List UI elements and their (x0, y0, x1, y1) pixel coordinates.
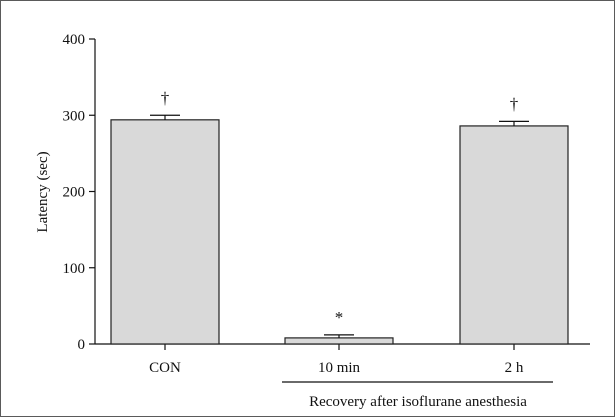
y-axis-title: Latency (sec) (35, 151, 51, 232)
significance-mark: † (161, 88, 170, 107)
y-tick-label: 400 (63, 32, 86, 48)
x-tick-label: CON (149, 360, 181, 376)
group-label: Recovery after isoflurane anesthesia (309, 394, 527, 410)
x-tick-label: 10 min (318, 360, 361, 376)
bars (110, 114, 569, 345)
y-tick-label: 100 (63, 261, 86, 277)
labels: † CON * 10 min † 2 h (149, 88, 524, 376)
x-tick-label: 2 h (505, 360, 524, 376)
significance-mark: † (510, 94, 519, 113)
y-tick-label: 200 (63, 185, 86, 201)
bar (284, 337, 394, 345)
y-tick-label: 0 (78, 337, 86, 353)
bar (110, 119, 220, 345)
significance-mark: * (335, 308, 344, 327)
y-tick-label: 300 (63, 108, 86, 124)
bar (459, 125, 569, 345)
